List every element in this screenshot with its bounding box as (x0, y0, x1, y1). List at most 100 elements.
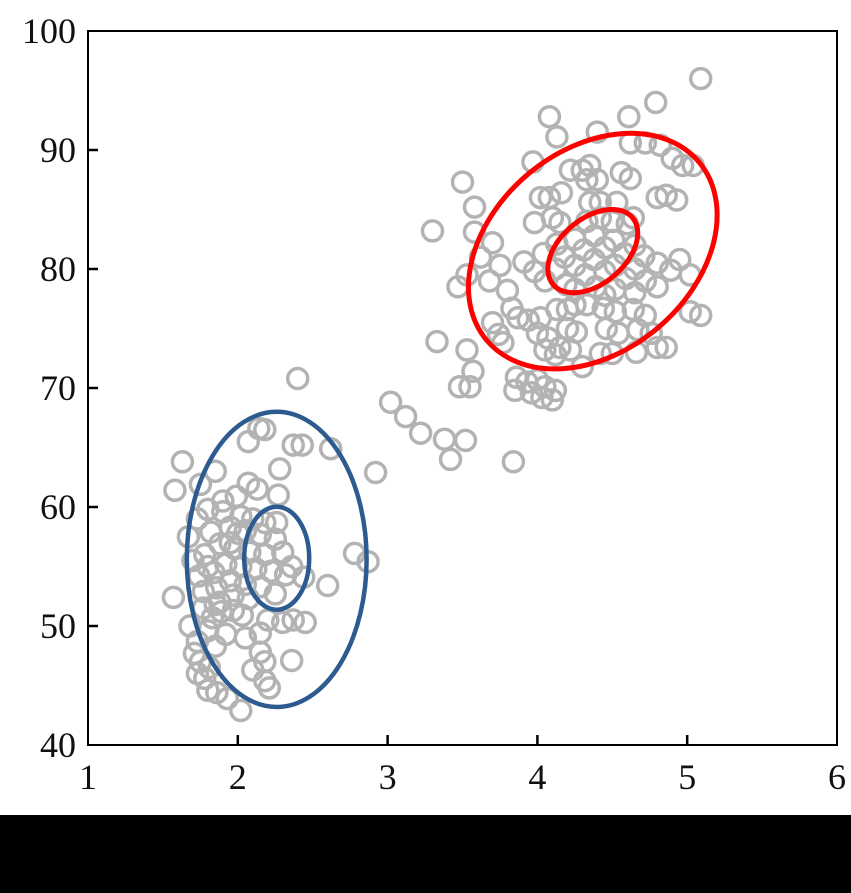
data-point-cluster-2-upper-right (462, 195, 487, 219)
data-point-cluster-1-lower-left (253, 417, 277, 442)
data-point-cluster-1-lower-left (259, 559, 283, 584)
data-point-cluster-2-upper-right (488, 253, 512, 278)
data-point-cluster-2-upper-right (645, 185, 669, 210)
y-tick-label-80: 80 (40, 249, 76, 289)
data-point-cluster-2-upper-right (617, 104, 641, 129)
cluster-2-inner-ellipse (545, 206, 641, 296)
data-point-between-clusters (378, 390, 403, 415)
y-tick-label-50: 50 (40, 606, 76, 646)
data-point-cluster-2-upper-right (632, 244, 656, 268)
data-point-cluster-1-lower-left (185, 507, 210, 531)
data-point-cluster-2-upper-right (618, 166, 643, 191)
data-point-cluster-1-lower-left (270, 610, 295, 635)
data-point-cluster-1-lower-left (229, 698, 253, 723)
data-point-cluster-2-upper-right (549, 181, 574, 205)
data-point-cluster-2-upper-right (528, 185, 553, 210)
data-point-cluster-1-lower-left (233, 626, 258, 650)
data-point-cluster-1-lower-left (293, 610, 317, 635)
data-point-cluster-2-upper-right (420, 219, 445, 243)
data-point-cluster-1-lower-left (281, 433, 305, 457)
data-point-cluster-1-lower-left (266, 483, 290, 507)
data-point-cluster-2-upper-right (575, 292, 599, 317)
data-point-cluster-2-upper-right (621, 206, 646, 230)
data-point-cluster-2-upper-right (447, 375, 472, 399)
data-point-cluster-2-upper-right (645, 251, 669, 275)
data-point-cluster-2-upper-right (545, 125, 569, 149)
data-point-cluster-1-lower-left (315, 573, 340, 598)
data-point-cluster-2-upper-right (480, 310, 505, 335)
data-point-cluster-1-lower-left (193, 666, 217, 691)
data-point-cluster-1-lower-left (170, 450, 195, 474)
data-point-cluster-2-upper-right (643, 90, 668, 115)
data-point-cluster-2-upper-right (506, 306, 530, 330)
data-point-cluster-1-lower-left (263, 527, 288, 551)
y-tick-label-70: 70 (40, 368, 76, 408)
data-point-cluster-2-upper-right (543, 342, 568, 367)
data-point-between-clusters (425, 329, 449, 354)
y-tick-label-60: 60 (40, 487, 76, 527)
y-tick-label-40: 40 (40, 725, 76, 765)
y-tick-label-100: 100 (22, 11, 76, 51)
data-point-cluster-1-lower-left (196, 554, 220, 579)
data-point-cluster-1-lower-left (257, 676, 282, 700)
data-point-cluster-2-upper-right (503, 378, 527, 403)
data-point-between-clusters (408, 421, 433, 445)
data-point-cluster-2-upper-right (585, 168, 610, 192)
data-point-cluster-1-lower-left (290, 433, 314, 457)
data-point-cluster-1-lower-left (267, 457, 292, 481)
data-point-cluster-1-lower-left (263, 582, 288, 606)
data-point-cluster-2-upper-right (645, 335, 669, 360)
data-point-cluster-1-lower-left (181, 548, 205, 573)
data-point-cluster-2-upper-right (480, 231, 505, 255)
data-point-cluster-2-upper-right (594, 316, 619, 341)
x-tick-label-5: 5 (678, 757, 696, 797)
data-point-cluster-1-lower-left (163, 478, 187, 503)
data-point-cluster-1-lower-left (193, 542, 217, 567)
data-point-cluster-2-upper-right (667, 247, 692, 272)
data-point-cluster-2-upper-right (458, 375, 482, 399)
data-point-cluster-1-lower-left (245, 477, 270, 501)
data-point-cluster-2-upper-right (477, 269, 502, 293)
cluster-2-outer-ellipse (465, 130, 720, 372)
x-tick-label-6: 6 (828, 757, 846, 797)
data-point-cluster-1-lower-left (196, 678, 220, 703)
data-point-cluster-1-lower-left (264, 510, 289, 535)
data-point-cluster-2-upper-right (455, 338, 479, 362)
data-point-cluster-2-upper-right (654, 335, 678, 360)
data-point-cluster-1-lower-left (363, 460, 388, 485)
data-point-cluster-1-lower-left (215, 686, 240, 711)
data-point-cluster-1-lower-left (161, 585, 186, 610)
data-point-cluster-1-lower-left (188, 472, 213, 497)
data-point-cluster-2-upper-right (450, 170, 475, 194)
data-point-cluster-2-upper-right (585, 120, 610, 144)
data-point-cluster-2-upper-right (688, 303, 713, 328)
cluster-1-inner-ellipse (241, 504, 312, 612)
x-tick-label-3: 3 (379, 757, 397, 797)
data-point-cluster-1-lower-left (236, 429, 261, 454)
bottom-black-bar (0, 815, 851, 893)
data-point-cluster-2-upper-right (543, 378, 568, 403)
data-point-cluster-2-upper-right (530, 385, 554, 410)
data-point-cluster-1-lower-left (230, 603, 255, 628)
data-point-between-clusters (438, 447, 463, 472)
y-tick-label-90: 90 (40, 130, 76, 170)
data-point-cluster-1-lower-left (191, 579, 216, 604)
chart-canvas: 1 2 3 4 5 6 40 50 60 70 80 90 100 (22, 11, 846, 797)
data-point-cluster-2-upper-right (688, 66, 713, 91)
x-tick-label-2: 2 (229, 757, 247, 797)
data-point-cluster-2-upper-right (533, 375, 557, 399)
data-point-cluster-1-lower-left (279, 554, 304, 579)
data-point-cluster-1-lower-left (208, 532, 232, 556)
data-point-cluster-2-upper-right (461, 359, 485, 384)
data-point-cluster-2-upper-right (540, 388, 565, 412)
data-point-cluster-2-upper-right (575, 168, 599, 192)
data-point-cluster-2-upper-right (558, 338, 583, 362)
data-point-cluster-1-lower-left (218, 569, 243, 593)
data-point-cluster-1-lower-left (218, 530, 243, 555)
data-point-between-clusters (432, 427, 457, 451)
data-point-between-clusters (501, 450, 526, 474)
data-point-cluster-2-upper-right (678, 300, 702, 324)
data-point-between-clusters (393, 404, 418, 429)
cluster-1-outer-ellipse (184, 409, 369, 710)
